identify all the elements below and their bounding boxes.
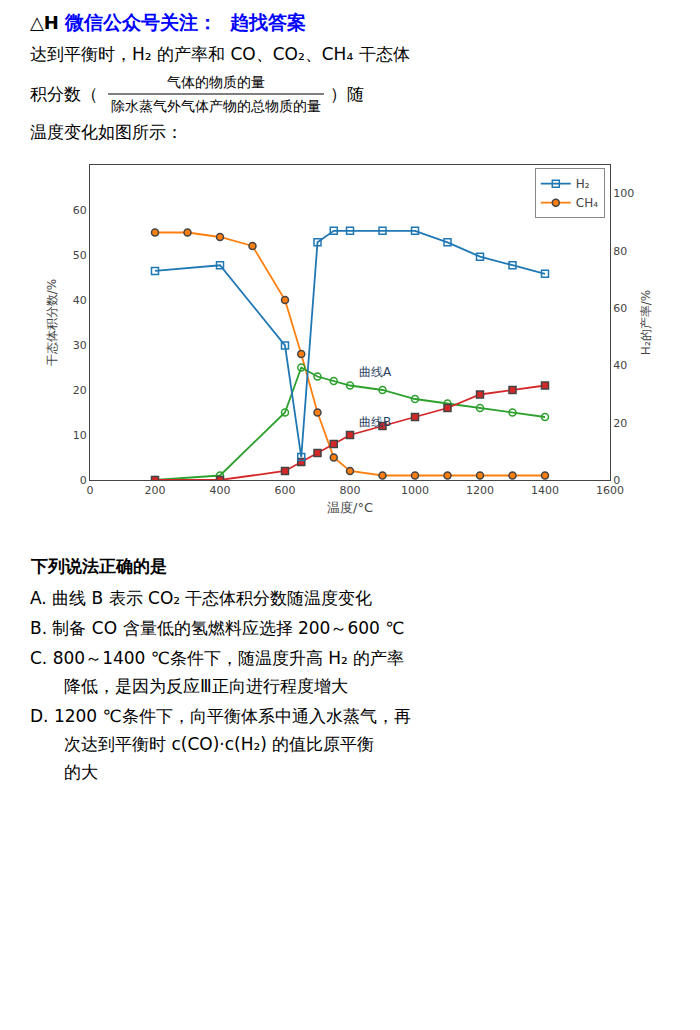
svg-text:积分数（: 积分数（ bbox=[30, 84, 98, 104]
svg-text:D. 1200 ℃条件下，向平衡体系中通入水蒸气，再: D. 1200 ℃条件下，向平衡体系中通入水蒸气，再 bbox=[30, 706, 411, 726]
svg-text:微信公众号关注： 趋找答案: 微信公众号关注： 趋找答案 bbox=[64, 11, 306, 33]
svg-text:40: 40 bbox=[73, 294, 87, 307]
svg-text:10: 10 bbox=[73, 429, 87, 442]
svg-text:40: 40 bbox=[613, 359, 627, 372]
svg-text:的大: 的大 bbox=[64, 762, 98, 782]
svg-text:C. 800～1400 ℃条件下，随温度升高 H₂ 的产率: C. 800～1400 ℃条件下，随温度升高 H₂ 的产率 bbox=[30, 648, 404, 668]
svg-text:曲线B: 曲线B bbox=[359, 415, 391, 429]
svg-text:曲线A: 曲线A bbox=[359, 365, 392, 379]
svg-text:400: 400 bbox=[210, 484, 231, 497]
svg-text:B. 制备 CO 含量低的氢燃料应选择 200～600 ℃: B. 制备 CO 含量低的氢燃料应选择 200～600 ℃ bbox=[30, 618, 404, 638]
svg-text:30: 30 bbox=[73, 339, 87, 352]
svg-text:60: 60 bbox=[73, 204, 87, 217]
svg-text:1400: 1400 bbox=[531, 484, 559, 497]
svg-text:H₂: H₂ bbox=[576, 177, 590, 191]
svg-text:H₂的产率/%: H₂的产率/% bbox=[639, 290, 653, 355]
svg-text:200: 200 bbox=[145, 484, 166, 497]
svg-text:）随: ）随 bbox=[330, 84, 364, 104]
svg-text:0: 0 bbox=[613, 474, 620, 487]
svg-text:温度变化如图所示：: 温度变化如图所示： bbox=[30, 122, 183, 142]
svg-text:0: 0 bbox=[87, 484, 94, 497]
svg-text:CH₄: CH₄ bbox=[576, 196, 598, 210]
svg-text:干态体积分数/%: 干态体积分数/% bbox=[45, 279, 59, 366]
svg-text:20: 20 bbox=[613, 417, 627, 430]
svg-text:除水蒸气外气体产物的总物质的量: 除水蒸气外气体产物的总物质的量 bbox=[111, 98, 321, 114]
svg-text:△H: △H bbox=[30, 12, 59, 33]
svg-text:次达到平衡时 c(CO)·c(H₂) 的值比原平衡: 次达到平衡时 c(CO)·c(H₂) 的值比原平衡 bbox=[64, 734, 374, 754]
svg-text:0: 0 bbox=[80, 474, 87, 487]
svg-text:温度/°C: 温度/°C bbox=[327, 500, 373, 515]
svg-text:100: 100 bbox=[613, 187, 634, 200]
svg-text:20: 20 bbox=[73, 384, 87, 397]
svg-text:800: 800 bbox=[340, 484, 361, 497]
svg-text:1000: 1000 bbox=[401, 484, 429, 497]
svg-text:降低，是因为反应Ⅲ正向进行程度增大: 降低，是因为反应Ⅲ正向进行程度增大 bbox=[64, 676, 348, 696]
svg-text:50: 50 bbox=[73, 249, 87, 262]
svg-text:达到平衡时，H₂ 的产率和 CO、CO₂、CH₄ 干态体: 达到平衡时，H₂ 的产率和 CO、CO₂、CH₄ 干态体 bbox=[30, 44, 410, 64]
svg-text:下列说法正确的是: 下列说法正确的是 bbox=[30, 556, 167, 576]
svg-text:1200: 1200 bbox=[466, 484, 494, 497]
svg-text:A. 曲线 B 表示 CO₂ 干态体积分数随温度变化: A. 曲线 B 表示 CO₂ 干态体积分数随温度变化 bbox=[30, 588, 372, 608]
svg-text:80: 80 bbox=[613, 245, 627, 258]
svg-text:气体的物质的量: 气体的物质的量 bbox=[167, 74, 265, 90]
svg-text:1600: 1600 bbox=[596, 484, 624, 497]
svg-text:600: 600 bbox=[275, 484, 296, 497]
svg-text:60: 60 bbox=[613, 302, 627, 315]
